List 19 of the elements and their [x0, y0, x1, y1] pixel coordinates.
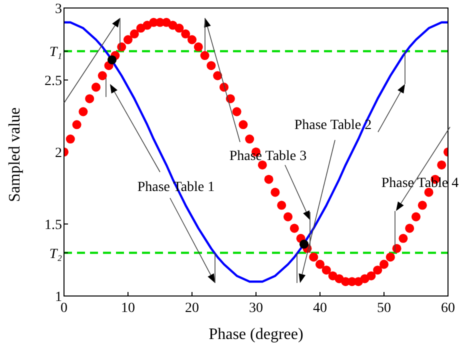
x-tick-label: 0	[60, 300, 68, 316]
y-tick-label: T₁	[49, 45, 62, 60]
x-tick-label: 40	[313, 300, 327, 316]
annotation: Phase Table 3	[229, 149, 307, 164]
annotation: Phase Table 4	[381, 176, 459, 191]
y-tick-label: 1.5	[44, 218, 62, 233]
x-tick-label: 20	[185, 300, 199, 316]
y-tick-label: T₂	[49, 246, 62, 262]
x-tick-label: 60	[441, 300, 455, 316]
y-tick-label: 2	[55, 146, 62, 161]
x-tick-label: 30	[249, 300, 263, 316]
y-tick-label: 1	[55, 290, 62, 305]
y-tick-label: 3	[55, 2, 62, 17]
x-tick-label: 10	[121, 300, 135, 316]
annotation: Phase Table 2	[294, 118, 372, 133]
x-axis-title: Phase (degree)	[208, 326, 304, 343]
y-axis-title: Sampled value	[6, 107, 24, 202]
x-tick-label: 50	[377, 300, 391, 316]
y-tick-label: 2.5	[44, 74, 62, 89]
